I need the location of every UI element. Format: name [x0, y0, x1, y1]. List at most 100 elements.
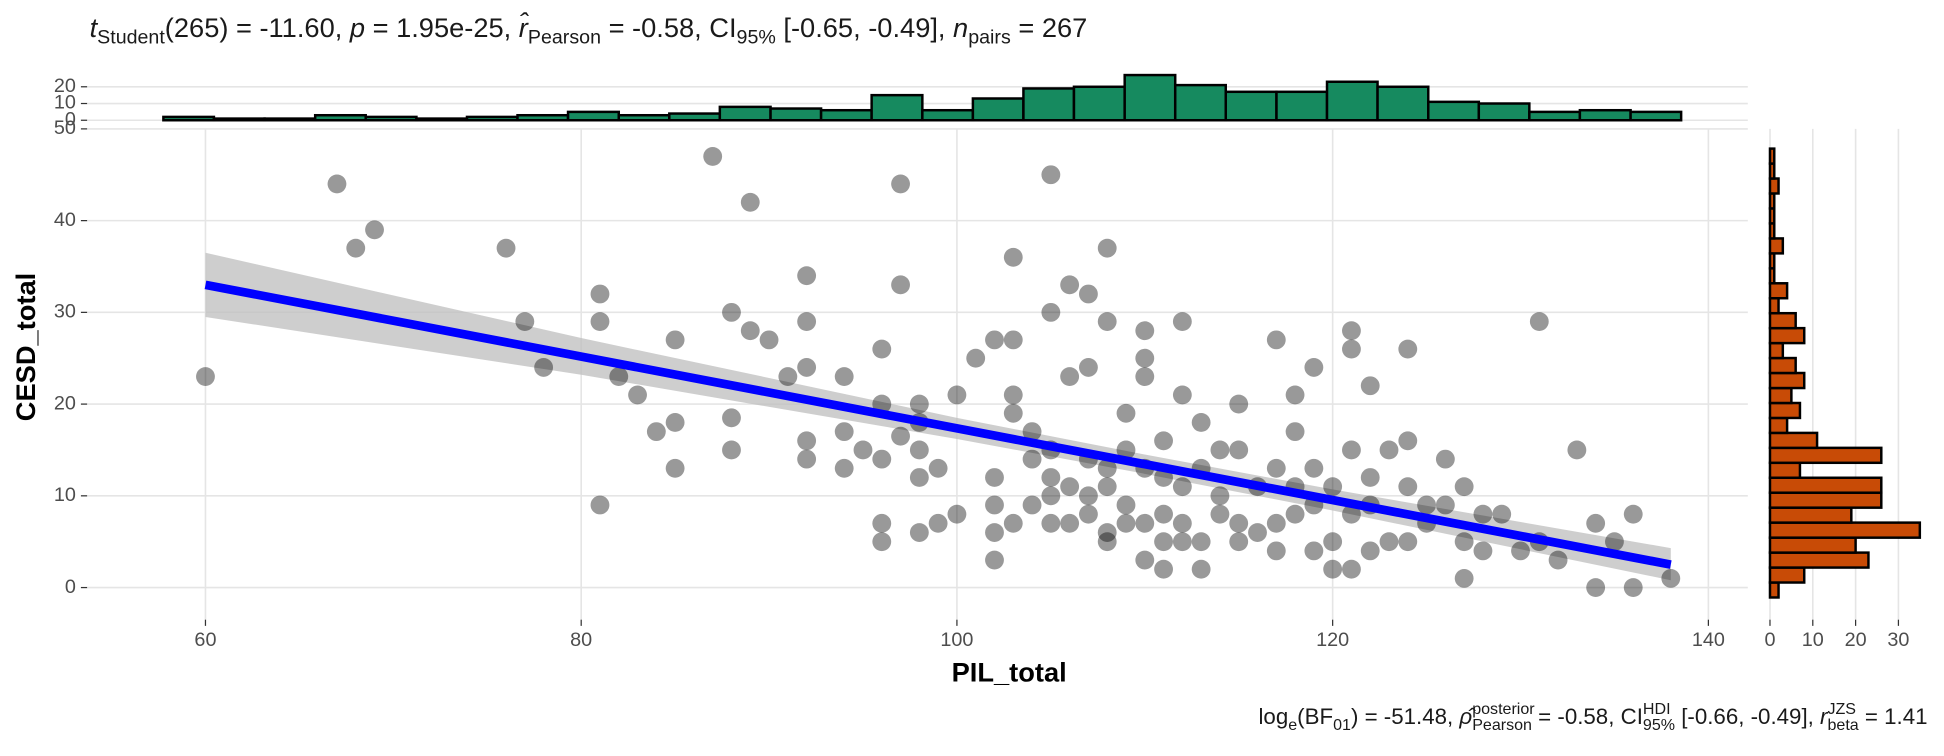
point: [1135, 367, 1155, 386]
point: [1623, 578, 1643, 597]
point: [909, 394, 929, 414]
point: [1135, 513, 1155, 533]
point: [1266, 541, 1286, 561]
point: [872, 339, 892, 359]
y-tick-label: 10: [54, 484, 76, 506]
text-part: 01: [1333, 716, 1351, 734]
point: [1229, 440, 1249, 460]
bar: [1376, 85, 1430, 122]
point: [1398, 339, 1418, 359]
point: [1473, 504, 1493, 524]
point: [1548, 550, 1568, 570]
point: [1097, 523, 1117, 542]
point: [1097, 477, 1117, 497]
bar: [263, 117, 317, 122]
point: [1079, 357, 1098, 377]
point: [1342, 321, 1361, 341]
bar: [1768, 192, 1776, 210]
point: [1435, 449, 1455, 469]
point: [797, 312, 817, 331]
point: [1041, 486, 1061, 506]
point: [1529, 312, 1549, 331]
point: [985, 495, 1004, 515]
point: [985, 550, 1004, 570]
point: [1398, 431, 1418, 451]
bar: [1768, 506, 1853, 524]
point: [966, 348, 986, 368]
point: [515, 312, 535, 331]
bar: [1768, 296, 1780, 315]
bar: [1224, 90, 1278, 122]
bar: [1768, 551, 1870, 569]
point: [1229, 394, 1249, 414]
bar: [819, 108, 873, 122]
point: [872, 513, 892, 533]
point: [609, 367, 629, 386]
point: [1304, 357, 1324, 377]
point: [1022, 495, 1042, 515]
text-part: ρ̂: [1458, 704, 1476, 729]
point: [872, 449, 892, 469]
bar: [1768, 566, 1806, 584]
point: [797, 449, 817, 469]
point: [1511, 541, 1530, 561]
point: [1116, 440, 1136, 460]
point: [1379, 440, 1399, 460]
text-part: beta: [1827, 716, 1858, 734]
point: [1210, 440, 1230, 460]
point: [1154, 504, 1173, 524]
x-tick-label: 20: [1845, 629, 1867, 651]
point: [1342, 559, 1361, 579]
point: [1266, 330, 1286, 350]
y-tick-label: 40: [54, 209, 76, 231]
point: [196, 367, 215, 386]
point: [797, 431, 817, 451]
x-tick-label: 10: [1802, 629, 1824, 651]
point: [1172, 513, 1192, 533]
bar: [1768, 237, 1785, 255]
point: [985, 330, 1004, 350]
y-axis-title: CESD_total: [10, 273, 41, 421]
point: [1342, 339, 1361, 359]
point: [722, 302, 741, 322]
point: [1661, 568, 1681, 588]
point: [1154, 532, 1173, 552]
bar: [1768, 581, 1780, 599]
point: [1360, 541, 1380, 561]
point: [365, 220, 384, 240]
point: [1135, 550, 1155, 570]
bar: [971, 97, 1025, 122]
point: [740, 321, 760, 341]
bar: [1123, 73, 1177, 122]
bar: [1768, 446, 1883, 465]
bar: [313, 113, 367, 122]
point: [1041, 165, 1061, 185]
bar: [1275, 90, 1329, 122]
text-part: ) = -51.48,: [1351, 704, 1459, 729]
x-tick-label: 0: [1764, 629, 1775, 651]
text-part: = -0.58, CI: [601, 12, 737, 43]
text-part: pairs: [968, 26, 1011, 48]
point: [928, 513, 948, 533]
point: [1022, 449, 1042, 469]
bar: [1768, 326, 1806, 345]
point: [1304, 541, 1324, 561]
point: [1342, 440, 1361, 460]
bar: [1768, 431, 1819, 450]
point: [1097, 312, 1117, 331]
point: [928, 458, 948, 478]
bar: [1768, 371, 1806, 390]
point: [1210, 504, 1230, 524]
bar: [1629, 110, 1683, 122]
point: [947, 504, 967, 524]
point: [1191, 559, 1211, 579]
point: [1304, 458, 1324, 478]
point: [1172, 312, 1192, 331]
point: [722, 408, 741, 428]
bar: [1768, 356, 1797, 375]
bar: [1768, 416, 1789, 435]
point: [1210, 486, 1230, 506]
text-part: r̂: [519, 12, 530, 43]
point: [1079, 284, 1098, 304]
